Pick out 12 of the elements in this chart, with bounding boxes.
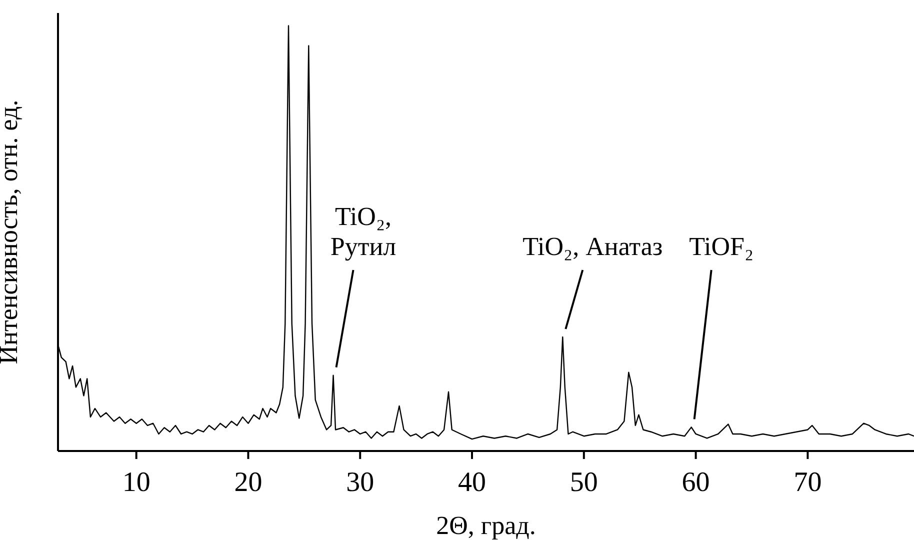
x-tick-label: 30 <box>346 466 374 498</box>
annotation: TiO₂, Рутил <box>330 202 396 261</box>
annotation: TiO₂, Анатаз <box>522 232 663 261</box>
x-tick-label: 60 <box>682 466 710 498</box>
y-axis-title: Интенсивность, отн. ед. <box>0 100 24 364</box>
x-tick-label: 10 <box>122 466 150 498</box>
x-tick-label: 40 <box>458 466 486 498</box>
x-axis-title: 2Θ, град. <box>436 511 536 540</box>
x-tick-label: 50 <box>570 466 598 498</box>
annotation: TiOF₂ <box>689 232 754 261</box>
x-tick-label: 70 <box>794 466 822 498</box>
x-tick-label: 20 <box>234 466 262 498</box>
